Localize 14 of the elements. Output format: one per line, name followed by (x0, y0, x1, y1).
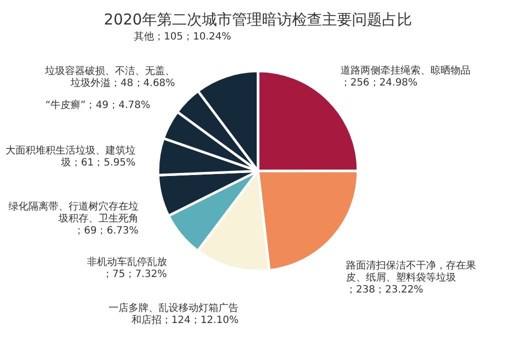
slice-label: 垃圾容器破损、不洁、无盖、垃圾外溢；48；4.68% (44, 65, 176, 90)
data-label: ；256；24.98% (340, 78, 418, 89)
slice-label: 非机动车乱停乱放 (86, 256, 167, 268)
slice-label: 绿化隔离带、行道树穴存在垃圾积存、卫生死角 (8, 200, 139, 225)
slice-label: “牛皮癣”；49；4.78% (45, 99, 150, 112)
slice-label: 大面积堆积生活垃圾、建筑垃圾；61；5.95% (6, 144, 136, 168)
chart-title: 2020年第二次城市管理暗访检查主要问题占比 (104, 10, 412, 28)
data-label: ；69；6.73% (74, 226, 139, 237)
slice-label: 一店多牌、乱设移动灯箱广告和店招；124；12.10% (108, 302, 239, 326)
slice-label: 道路两侧牵挂绳索、晾晒物品 (340, 64, 470, 77)
slice-label: 其他；105；10.24% (134, 30, 232, 42)
data-label: ；75；7.32% (102, 268, 167, 280)
data-label: ；238；23.22% (346, 284, 424, 296)
slice-label: 路面清扫保洁不干净，存在果皮、纸屑、塑料袋等垃圾 (346, 259, 476, 284)
